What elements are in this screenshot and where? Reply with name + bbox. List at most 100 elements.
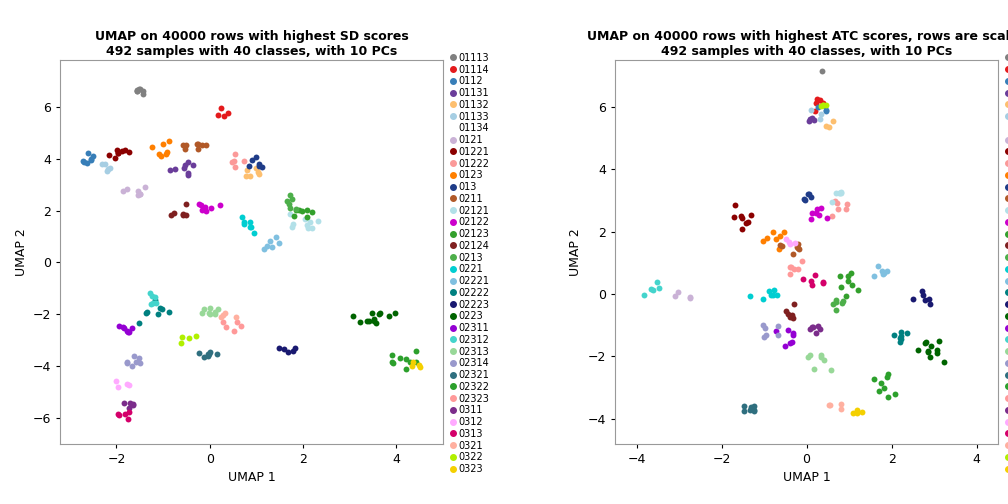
- Point: [238, 172, 254, 180]
- Point: [234, 213, 250, 221]
- Point: [177, 145, 194, 153]
- Point: [94, 160, 110, 168]
- Point: [251, 170, 267, 178]
- Point: [228, 163, 244, 171]
- Point: [288, 205, 304, 213]
- Point: [191, 349, 207, 357]
- Point: [790, 266, 806, 274]
- Point: [195, 309, 211, 317]
- Point: [174, 334, 191, 342]
- Point: [132, 359, 148, 367]
- Point: [780, 309, 796, 318]
- Point: [870, 262, 886, 270]
- Point: [147, 293, 163, 301]
- Point: [287, 344, 303, 352]
- Point: [670, 288, 686, 296]
- Point: [408, 358, 424, 366]
- Point: [875, 270, 891, 278]
- Point: [117, 146, 133, 154]
- X-axis label: UMAP 1: UMAP 1: [783, 471, 831, 484]
- Point: [840, 272, 856, 280]
- Point: [777, 342, 793, 350]
- Point: [914, 287, 930, 295]
- X-axis label: UMAP 1: UMAP 1: [228, 471, 275, 484]
- Point: [108, 377, 124, 385]
- Point: [804, 114, 821, 122]
- Point: [131, 85, 147, 93]
- Point: [201, 308, 217, 317]
- Point: [203, 204, 219, 212]
- Point: [203, 310, 219, 318]
- Point: [165, 209, 181, 217]
- Point: [796, 196, 812, 204]
- Point: [197, 353, 213, 361]
- Point: [83, 156, 99, 164]
- Point: [264, 243, 280, 251]
- Point: [190, 140, 206, 148]
- Point: [371, 310, 387, 319]
- Point: [190, 140, 206, 148]
- Point: [796, 195, 812, 203]
- Point: [121, 381, 137, 389]
- Point: [110, 149, 126, 157]
- Point: [782, 240, 798, 248]
- Point: [203, 348, 219, 356]
- Point: [829, 296, 845, 304]
- Point: [262, 237, 278, 245]
- Point: [920, 348, 936, 356]
- Point: [834, 400, 850, 408]
- Point: [179, 171, 196, 179]
- Point: [384, 351, 400, 359]
- Point: [667, 292, 683, 300]
- Point: [172, 339, 188, 347]
- Point: [216, 112, 232, 120]
- Point: [923, 342, 939, 350]
- Point: [921, 353, 937, 361]
- Point: [310, 217, 327, 225]
- Point: [141, 289, 157, 297]
- Point: [126, 352, 142, 360]
- Point: [119, 359, 135, 367]
- Point: [769, 291, 785, 299]
- Point: [803, 281, 820, 289]
- Point: [812, 353, 829, 361]
- Point: [115, 187, 131, 195]
- Point: [135, 87, 151, 95]
- Point: [793, 257, 809, 265]
- Point: [281, 210, 297, 218]
- Point: [158, 150, 174, 158]
- Point: [824, 198, 840, 206]
- Point: [920, 347, 936, 355]
- Point: [294, 207, 310, 215]
- Point: [893, 335, 909, 343]
- Point: [239, 166, 255, 174]
- Point: [111, 410, 127, 418]
- Point: [162, 166, 178, 174]
- Point: [236, 220, 252, 228]
- Point: [210, 305, 226, 313]
- Point: [297, 215, 313, 223]
- Point: [786, 239, 802, 247]
- Point: [121, 408, 137, 416]
- Point: [880, 393, 896, 401]
- Point: [174, 211, 191, 219]
- Point: [129, 87, 145, 95]
- Point: [756, 333, 772, 341]
- Point: [282, 204, 298, 212]
- Point: [132, 85, 148, 93]
- Point: [381, 312, 397, 320]
- Point: [765, 228, 781, 236]
- Point: [818, 106, 835, 114]
- Point: [366, 318, 382, 326]
- Point: [920, 295, 936, 303]
- Point: [774, 242, 790, 250]
- Point: [810, 103, 827, 111]
- Point: [283, 223, 299, 231]
- Point: [174, 210, 191, 218]
- Point: [812, 102, 829, 110]
- Point: [832, 272, 848, 280]
- Point: [100, 165, 116, 173]
- Point: [107, 154, 123, 162]
- Point: [893, 332, 909, 340]
- Point: [398, 365, 414, 373]
